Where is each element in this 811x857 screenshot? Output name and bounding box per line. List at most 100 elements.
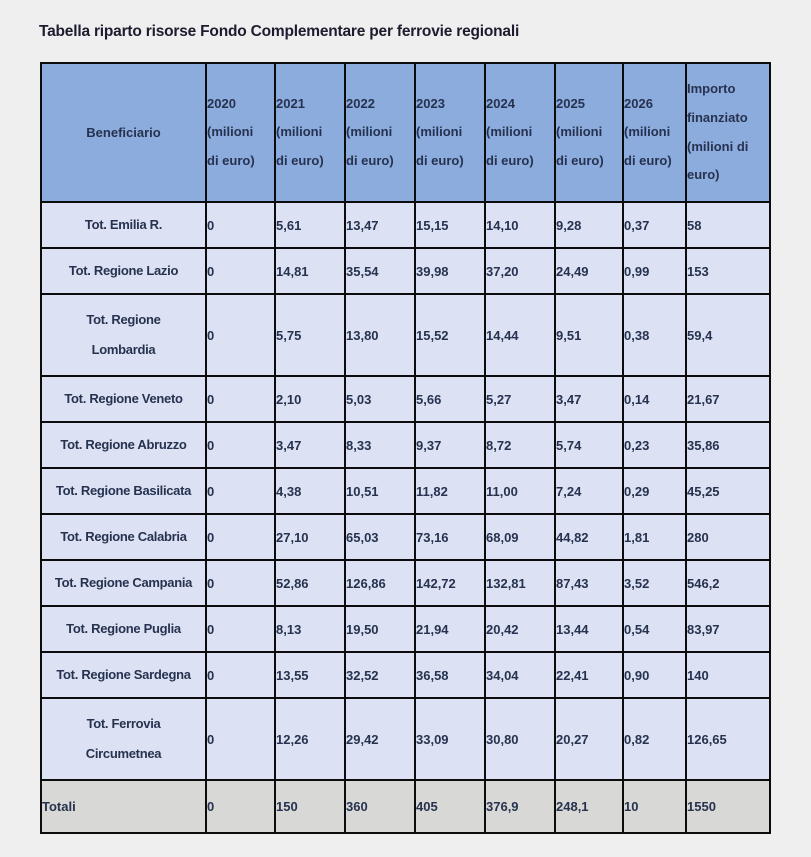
value-cell: 19,50 [344,605,416,653]
value-cell: 10,51 [344,467,416,515]
table-row-sardegna: Tot. Regione Sardegna 0 13,55 32,52 36,5… [40,651,771,699]
value-cell: 83,97 [685,605,771,653]
value-cell: 15,15 [414,201,486,249]
value-cell: 13,80 [344,293,416,377]
totals-cell: 405 [414,779,486,834]
value-cell: 153 [685,247,771,295]
value-cell: 87,43 [554,559,624,607]
value-cell: 0,23 [622,421,687,469]
row-label: Tot. Regione Veneto [40,375,207,423]
value-cell: 22,41 [554,651,624,699]
value-cell: 3,47 [274,421,346,469]
value-cell: 0 [205,513,276,561]
value-cell: 0 [205,247,276,295]
value-cell: 0,14 [622,375,687,423]
totals-cell: 248,1 [554,779,624,834]
value-cell: 8,13 [274,605,346,653]
value-cell: 52,86 [274,559,346,607]
value-cell: 0 [205,375,276,423]
value-cell: 30,80 [484,697,556,781]
column-header-2025: 2025 (milioni di euro) [554,62,624,203]
column-header-2026: 2026 (milioni di euro) [622,62,687,203]
row-label: Tot. Regione Puglia [40,605,207,653]
column-header-2022: 2022 (milioni di euro) [344,62,416,203]
row-label: Tot. Regione Lombardia [40,293,207,377]
value-cell: 0 [205,605,276,653]
value-cell: 546,2 [685,559,771,607]
column-header-2021: 2021 (milioni di euro) [274,62,346,203]
value-cell: 132,81 [484,559,556,607]
value-cell: 0 [205,421,276,469]
value-cell: 34,04 [484,651,556,699]
totals-cell: 376,9 [484,779,556,834]
value-cell: 73,16 [414,513,486,561]
allocation-table: Beneficiario 2020 (milioni di euro) 2021… [40,62,771,834]
value-cell: 44,82 [554,513,624,561]
value-cell: 15,52 [414,293,486,377]
row-label: Tot. Regione Campania [40,559,207,607]
value-cell: 9,37 [414,421,486,469]
value-cell: 29,42 [344,697,416,781]
column-header-importo-finanziato: Importo finanziato (milioni di euro) [685,62,771,203]
totals-cell: 150 [274,779,346,834]
totals-cell: 360 [344,779,416,834]
value-cell: 39,98 [414,247,486,295]
value-cell: 27,10 [274,513,346,561]
value-cell: 68,09 [484,513,556,561]
value-cell: 8,33 [344,421,416,469]
value-cell: 0 [205,201,276,249]
row-label: Tot. Regione Abruzzo [40,421,207,469]
value-cell: 35,86 [685,421,771,469]
value-cell: 1,81 [622,513,687,561]
page-title: Tabella riparto risorse Fondo Complement… [39,23,520,40]
value-cell: 3,47 [554,375,624,423]
column-header-2023: 2023 (milioni di euro) [414,62,486,203]
value-cell: 11,82 [414,467,486,515]
value-cell: 9,28 [554,201,624,249]
value-cell: 0 [205,559,276,607]
value-cell: 24,49 [554,247,624,295]
value-cell: 20,27 [554,697,624,781]
value-cell: 5,66 [414,375,486,423]
value-cell: 2,10 [274,375,346,423]
row-label: Tot. Regione Basilicata [40,467,207,515]
value-cell: 0 [205,467,276,515]
value-cell: 0 [205,293,276,377]
value-cell: 32,52 [344,651,416,699]
value-cell: 21,94 [414,605,486,653]
value-cell: 21,67 [685,375,771,423]
value-cell: 13,44 [554,605,624,653]
value-cell: 45,25 [685,467,771,515]
table-row-puglia: Tot. Regione Puglia 0 8,13 19,50 21,94 2… [40,605,771,653]
value-cell: 126,86 [344,559,416,607]
value-cell: 5,61 [274,201,346,249]
value-cell: 5,74 [554,421,624,469]
value-cell: 58 [685,201,771,249]
value-cell: 7,24 [554,467,624,515]
value-cell: 0,90 [622,651,687,699]
value-cell: 5,27 [484,375,556,423]
value-cell: 142,72 [414,559,486,607]
table-row-circumetnea: Tot. Ferrovia Circumetnea 0 12,26 29,42 … [40,697,771,781]
row-label: Tot. Regione Lazio [40,247,207,295]
totals-row: Totali 0 150 360 405 376,9 248,1 10 1550 [40,779,771,834]
table-row-emilia: Tot. Emilia R. 0 5,61 13,47 15,15 14,10 … [40,201,771,249]
value-cell: 14,44 [484,293,556,377]
value-cell: 5,75 [274,293,346,377]
row-label: Tot. Regione Sardegna [40,651,207,699]
value-cell: 140 [685,651,771,699]
value-cell: 3,52 [622,559,687,607]
totals-label: Totali [40,779,207,834]
value-cell: 36,58 [414,651,486,699]
value-cell: 13,47 [344,201,416,249]
table-row-abruzzo: Tot. Regione Abruzzo 0 3,47 8,33 9,37 8,… [40,421,771,469]
page: Tabella riparto risorse Fondo Complement… [39,23,771,834]
value-cell: 37,20 [484,247,556,295]
value-cell: 33,09 [414,697,486,781]
value-cell: 14,10 [484,201,556,249]
value-cell: 280 [685,513,771,561]
value-cell: 0,99 [622,247,687,295]
value-cell: 14,81 [274,247,346,295]
table-row-campania: Tot. Regione Campania 0 52,86 126,86 142… [40,559,771,607]
value-cell: 20,42 [484,605,556,653]
